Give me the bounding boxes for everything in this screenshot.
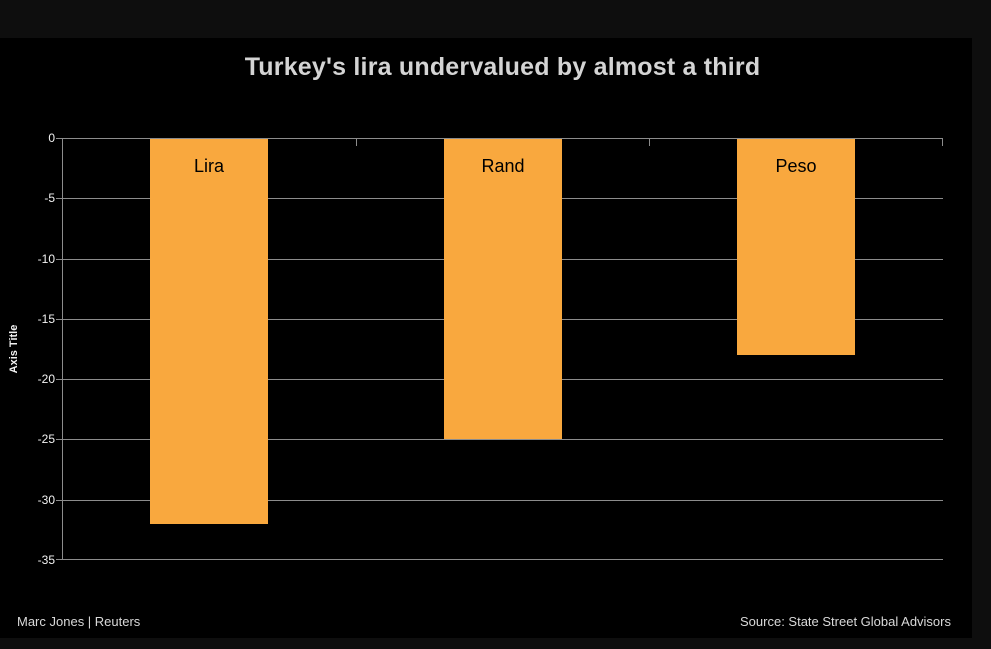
y-tick-mark (56, 319, 62, 320)
y-tick-mark (56, 379, 62, 380)
y-tick-label-0: 0 (48, 131, 55, 145)
chart-title: Turkey's lira undervalued by almost a th… (244, 53, 761, 81)
y-tick-label--10: -10 (37, 252, 55, 266)
y-axis-line (62, 138, 63, 560)
y-tick-label--20: -20 (37, 372, 55, 386)
credit-text: Marc Jones | Reuters (17, 614, 141, 629)
y-tick-mark (56, 500, 62, 501)
bar-peso: Peso (737, 139, 855, 355)
y-tick-label--15: -15 (37, 312, 55, 326)
y-tick-mark (56, 559, 62, 560)
gridline--25 (62, 439, 943, 440)
x-tick-mark (942, 139, 943, 146)
y-tick-label--30: -30 (37, 493, 55, 507)
bar-label-lira: Lira (193, 156, 224, 176)
y-tick-mark (56, 138, 62, 139)
x-tick-mark (62, 139, 63, 146)
gridline--35 (62, 559, 943, 560)
y-tick-mark (56, 259, 62, 260)
bar-rand: Rand (444, 139, 562, 439)
y-tick-label--35: -35 (37, 553, 55, 567)
chart-panel: Turkey's lira undervalued by almost a th… (0, 38, 972, 638)
y-tick-mark (56, 198, 62, 199)
y-tick-label--25: -25 (37, 432, 55, 446)
x-tick-mark (356, 139, 357, 146)
gridline--30 (62, 500, 943, 501)
bar-lira: Lira (150, 139, 268, 524)
source-text: Source: State Street Global Advisors (740, 614, 951, 629)
bar-label-peso: Peso (775, 156, 817, 176)
x-tick-mark (649, 139, 650, 146)
gridline-0 (62, 138, 943, 139)
y-tick-mark (56, 439, 62, 440)
y-tick-label--5: -5 (44, 191, 55, 205)
bar-label-rand: Rand (481, 156, 525, 176)
plot-area: Lira Rand Peso (56, 138, 943, 560)
